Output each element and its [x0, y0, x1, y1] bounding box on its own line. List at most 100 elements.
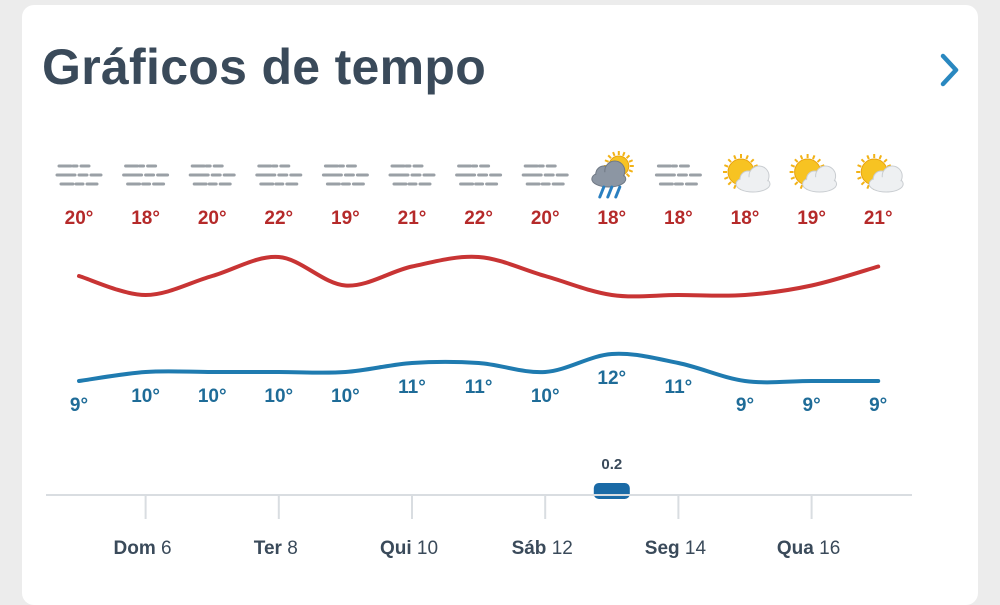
- high-temp-label: 21°: [864, 208, 893, 229]
- day-weekday: Qui: [380, 538, 417, 559]
- page-title: Gráficos de tempo: [42, 39, 487, 95]
- precip-label: 0.2: [601, 456, 622, 473]
- sun-ray: [628, 159, 634, 163]
- day-label: Ter 8: [254, 538, 298, 559]
- high-temp-label: 20°: [531, 208, 560, 229]
- day-weekday: Qua: [777, 538, 819, 559]
- sun-ray: [607, 154, 612, 159]
- sun-rain-cloud-icon: [591, 151, 634, 199]
- low-temp-label: 10°: [331, 386, 360, 407]
- high-temp-line: [77, 254, 881, 299]
- fog-icon: [654, 164, 702, 186]
- sun-ray: [625, 154, 631, 159]
- low-temp-label: 10°: [131, 386, 160, 407]
- day-date: 14: [685, 538, 707, 559]
- sun-ray: [799, 184, 804, 190]
- sun-ray: [857, 176, 862, 180]
- high-temp-label: 22°: [264, 208, 293, 229]
- high-temp-label: 22°: [464, 208, 493, 229]
- high-temp-label: 18°: [131, 208, 160, 229]
- day-weekday: Seg: [645, 538, 685, 559]
- high-temp-label: 19°: [331, 208, 360, 229]
- day-date: 8: [287, 538, 298, 559]
- sun-ray: [723, 176, 729, 180]
- day-date: 6: [161, 538, 172, 559]
- sun-ray: [790, 164, 796, 168]
- partly-sunny-icon: [856, 154, 904, 193]
- sun-ray: [790, 176, 796, 180]
- cloud-shape: [737, 177, 769, 191]
- day-weekday: Sáb: [512, 538, 552, 559]
- sun-ray: [886, 164, 892, 168]
- sun-ray: [883, 158, 888, 163]
- sun-ray: [628, 169, 634, 173]
- day-label: Sáb 12: [512, 538, 573, 559]
- sun-ray: [733, 154, 737, 160]
- rain-drop: [606, 185, 614, 199]
- sun-ray: [723, 164, 729, 168]
- day-date: 16: [819, 538, 840, 559]
- sun-ray: [794, 158, 799, 163]
- day-label: Dom 6: [114, 538, 172, 559]
- sun-ray: [866, 154, 870, 160]
- low-temp-label: 10°: [198, 386, 227, 407]
- partly-sunny-icon: [723, 154, 771, 193]
- day-label: Qui 10: [380, 538, 438, 559]
- rain-drop: [614, 185, 622, 199]
- high-temp-label: 18°: [597, 208, 626, 229]
- day-label: Seg 14: [645, 538, 707, 559]
- day-weekday: Dom: [114, 538, 162, 559]
- fog-icon: [321, 164, 369, 186]
- sun-ray: [794, 181, 799, 186]
- rain-drop: [598, 185, 606, 199]
- low-temp-label: 10°: [531, 386, 560, 407]
- low-temp-line: [77, 351, 881, 385]
- high-temp-label: 21°: [398, 208, 427, 229]
- low-temp-label: 9°: [869, 395, 887, 416]
- fog-icon: [455, 164, 503, 186]
- precip-bar: [593, 483, 630, 499]
- sun-ray: [860, 158, 866, 163]
- high-temp-label: 19°: [797, 208, 826, 229]
- cloud-shape: [592, 172, 625, 186]
- sun-ray: [625, 173, 631, 178]
- sun-ray: [622, 151, 626, 157]
- low-temp-label: 9°: [803, 395, 821, 416]
- sun-ray: [860, 181, 866, 186]
- high-temp-label: 20°: [198, 208, 227, 229]
- sun-ray: [878, 154, 883, 160]
- sun-ray: [812, 154, 816, 160]
- cloud-shape: [870, 177, 903, 191]
- low-temp-label: 10°: [264, 386, 293, 407]
- high-temp-label: 20°: [65, 208, 94, 229]
- fog-icon: [188, 164, 236, 186]
- sun-ray: [612, 151, 616, 157]
- high-temp-label: 18°: [731, 208, 760, 229]
- sun-ray: [866, 184, 870, 190]
- low-temp-label: 11°: [465, 377, 493, 398]
- fog-icon: [55, 164, 103, 186]
- cloud-shape: [803, 177, 836, 191]
- next-button[interactable]: [930, 48, 970, 92]
- low-temp-label: 12°: [597, 368, 626, 389]
- fog-icon: [122, 164, 170, 186]
- sun-ray: [750, 158, 755, 163]
- day-date: 12: [552, 538, 573, 559]
- low-temp-label: 9°: [70, 395, 88, 416]
- sun-ray: [727, 158, 732, 163]
- sun-ray: [733, 184, 737, 190]
- sun-ray: [727, 181, 732, 186]
- partly-sunny-icon: [789, 154, 838, 193]
- sun-ray: [857, 164, 862, 168]
- fog-icon: [521, 164, 569, 186]
- sun-ray: [753, 164, 759, 168]
- sun-ray: [745, 154, 749, 160]
- sun-ray: [820, 164, 825, 168]
- fog-icon: [388, 164, 436, 186]
- high-temp-label: 18°: [664, 208, 693, 229]
- sun-ray: [799, 154, 804, 160]
- low-temp-label: 11°: [398, 377, 426, 398]
- sun-ray: [816, 158, 822, 163]
- low-temp-label: 11°: [665, 377, 693, 398]
- day-date: 10: [417, 538, 438, 559]
